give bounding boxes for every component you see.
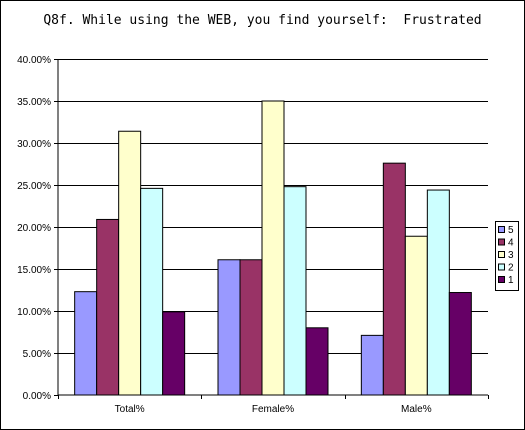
bar-male-series-2 xyxy=(426,189,450,396)
y-tick-label: 25.00% xyxy=(17,181,51,192)
bar-total-series-1 xyxy=(162,311,186,396)
legend-swatch-5 xyxy=(498,226,505,233)
y-tick-label: 10.00% xyxy=(17,307,51,318)
bar-female-series-2 xyxy=(283,186,307,396)
legend-label-2: 2 xyxy=(508,263,514,274)
bar-male-series-3 xyxy=(404,235,428,396)
x-axis-categories: Total% Female% Male% xyxy=(58,395,489,415)
y-tick-label: 35.00% xyxy=(17,97,51,108)
chart-title: Q8f. While using the WEB, you find yours… xyxy=(43,13,482,28)
bar-male-series-5 xyxy=(360,334,384,396)
y-tick-label: 40.00% xyxy=(17,55,51,66)
x-category-label: Total% xyxy=(115,404,145,415)
bars xyxy=(74,100,472,396)
bar-total-series-2 xyxy=(140,187,164,396)
legend-label-3: 3 xyxy=(508,250,514,261)
bar-total-series-5 xyxy=(74,291,98,396)
legend-label-5: 5 xyxy=(508,225,514,236)
legend-swatch-1 xyxy=(498,276,505,283)
x-category-label: Male% xyxy=(401,404,432,415)
y-tick-label: 5.00% xyxy=(23,349,51,360)
x-category-label: Female% xyxy=(252,404,294,415)
bar-female-series-3 xyxy=(261,100,285,396)
y-tick-label: 30.00% xyxy=(17,139,51,150)
bar-total-series-3 xyxy=(118,130,142,396)
legend-swatch-2 xyxy=(498,263,505,271)
y-axis-ticks: 0.00% 5.00% 10.00% 15.00% 20.00% 25.00% 30.00%… xyxy=(17,55,58,402)
legend-swatch-4 xyxy=(498,238,505,246)
bar-female-series-4 xyxy=(239,259,263,396)
y-tick-label: 20.00% xyxy=(17,223,51,234)
legend: 5 43 21 xyxy=(495,221,519,291)
legend-label-4: 4 xyxy=(508,238,514,249)
bar-female-series-5 xyxy=(217,259,241,396)
bar-male-series-4 xyxy=(382,162,406,396)
bar-female-series-1 xyxy=(305,327,329,396)
y-tick-label: 0.00% xyxy=(23,391,51,402)
bar-male-series-1 xyxy=(448,292,472,396)
legend-label-1: 1 xyxy=(508,275,514,286)
bar-total-series-4 xyxy=(96,218,120,396)
legend-swatch-3 xyxy=(498,251,505,258)
y-tick-label: 15.00% xyxy=(17,265,51,276)
